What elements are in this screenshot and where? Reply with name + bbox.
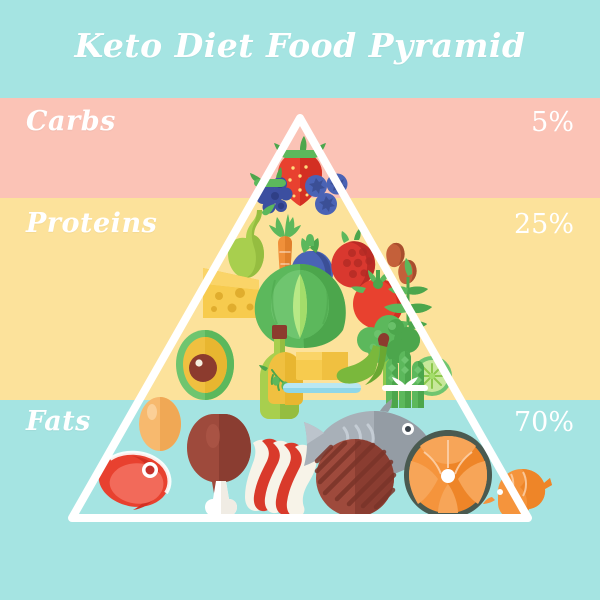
- avocado-icon: [176, 330, 234, 400]
- nuts-icon: [386, 242, 417, 285]
- raspberry-icon: [331, 228, 376, 288]
- row-percent-carbs: 5%: [531, 107, 574, 138]
- pear-icon: [228, 204, 275, 278]
- egg-icon: [139, 397, 181, 451]
- burger-patty-icon: [314, 439, 397, 517]
- bacon-icon: [245, 438, 317, 518]
- shrimp-icon: [483, 469, 552, 519]
- steak-icon: [98, 450, 172, 510]
- page-title: Keto Diet Food Pyramid: [74, 26, 526, 65]
- chicken-drumstick-icon: [187, 414, 251, 517]
- salmon-steak-icon: [404, 430, 492, 518]
- blueberry-icon: [305, 173, 348, 215]
